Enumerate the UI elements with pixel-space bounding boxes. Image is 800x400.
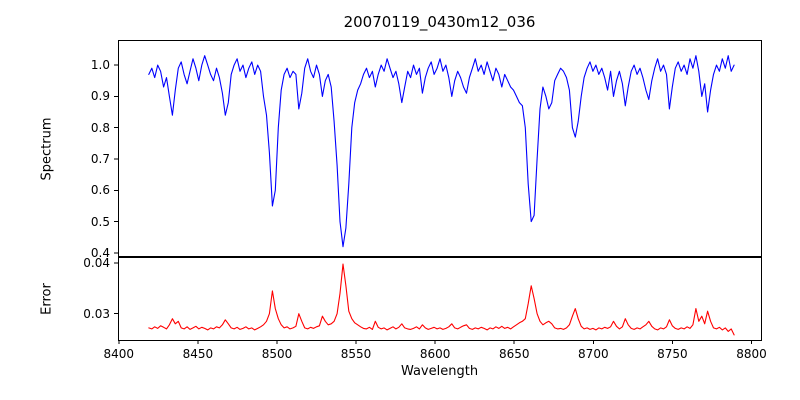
x-tick-label: 8500	[261, 347, 293, 361]
x-tick-label: 8550	[340, 347, 372, 361]
x-tick-label: 8450	[182, 347, 214, 361]
x-tick-label: 8650	[498, 347, 530, 361]
x-tick-label: 8400	[103, 347, 135, 361]
error-y-tick-label: 0.04	[83, 256, 110, 271]
error-line	[148, 263, 735, 336]
x-tick-label: 8700	[578, 347, 609, 361]
error-y-tick-label: 0.03	[83, 306, 110, 321]
spectrum-y-tick-label: 0.7	[90, 151, 110, 166]
x-tick-label: 8600	[419, 347, 451, 361]
spectrum-y-tick-label: 1.0	[90, 58, 110, 73]
spectrum-y-tick-label: 0.8	[90, 120, 110, 135]
x-axis-label: Wavelength	[400, 364, 479, 379]
spectrum-y-tick-label: 0.5	[90, 214, 110, 229]
spectrum-y-tick-label: 0.6	[90, 183, 110, 198]
chart-title: 20070119_0430m12_036	[343, 13, 536, 31]
spectrum-line	[148, 55, 735, 248]
spectrum-y-axis-label: Spectrum	[39, 117, 55, 181]
x-tick-label: 8800	[736, 347, 767, 361]
spectrum-y-tick-label: 0.9	[90, 89, 110, 104]
spectrum-y-tick-label: 0.4	[90, 245, 110, 260]
error-y-axis-label: Error	[39, 283, 55, 315]
x-tick-label: 8750	[657, 347, 688, 361]
